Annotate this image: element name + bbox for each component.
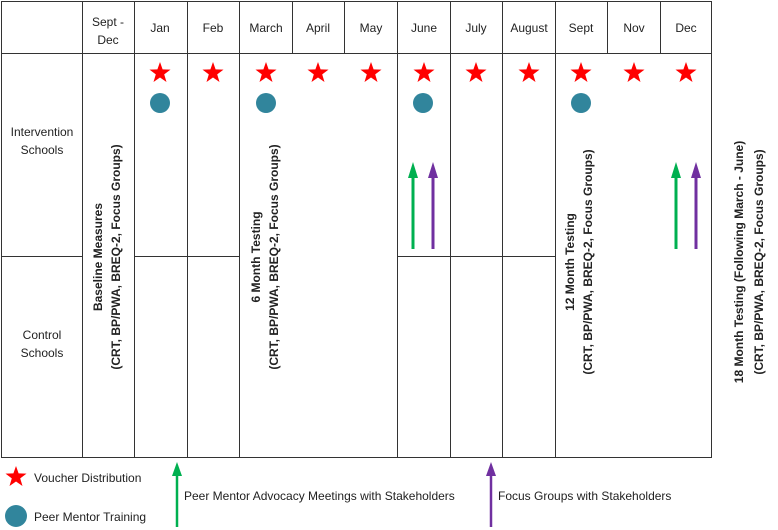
month-may: May bbox=[360, 21, 383, 35]
voucher-stars bbox=[149, 62, 697, 82]
voucher-star-icon-nov bbox=[623, 62, 645, 82]
month-july: July bbox=[465, 21, 486, 35]
six-month-title: 6 Month Testing bbox=[249, 211, 263, 302]
month-august: August bbox=[510, 21, 548, 35]
peer-training-circles bbox=[150, 93, 591, 113]
legend-focus-label: Focus Groups with Stakeholders bbox=[498, 489, 671, 503]
month-dec: Dec bbox=[675, 21, 696, 35]
voucher-star-icon-august bbox=[518, 62, 540, 82]
header-first-col-line2: Dec bbox=[97, 33, 118, 47]
legend: Voucher Distribution Peer Mentor Trainin… bbox=[5, 462, 671, 527]
voucher-star-icon-dec bbox=[675, 62, 697, 82]
legend-star-icon bbox=[5, 466, 27, 486]
month-nov: Nov bbox=[623, 21, 644, 35]
training-circle-icon-june bbox=[413, 93, 433, 113]
voucher-star-icon-jan bbox=[149, 62, 171, 82]
eighteen-month-detail: (CRT, BP/PWA, BREQ-2, Focus Groups) bbox=[752, 149, 766, 374]
voucher-star-icon-feb bbox=[202, 62, 224, 82]
voucher-star-icon-april bbox=[307, 62, 329, 82]
row-intervention-line2: Schools bbox=[21, 143, 64, 157]
legend-green-arrow-icon bbox=[172, 462, 182, 527]
month-jan: Jan bbox=[150, 21, 169, 35]
training-circle-icon-jan bbox=[150, 93, 170, 113]
eighteen-month-testing-label: 18 Month Testing (Following March - June… bbox=[732, 141, 766, 383]
focus-arrow-june bbox=[428, 162, 438, 249]
advocacy-arrow-dec bbox=[671, 162, 681, 249]
row-intervention-line1: Intervention bbox=[11, 125, 74, 139]
legend-training-label: Peer Mentor Training bbox=[34, 510, 146, 524]
twelve-month-testing-label: 12 Month Testing (CRT, BP/PWA, BREQ-2, F… bbox=[563, 149, 595, 374]
twelve-month-title: 12 Month Testing bbox=[563, 213, 577, 311]
legend-purple-arrow-icon bbox=[486, 462, 496, 527]
month-june: June bbox=[411, 21, 437, 35]
twelve-month-detail: (CRT, BP/PWA, BREQ-2, Focus Groups) bbox=[581, 149, 595, 374]
month-feb: Feb bbox=[203, 21, 224, 35]
header-first-col-line1: Sept - bbox=[92, 15, 124, 29]
legend-circle-icon bbox=[5, 505, 27, 527]
training-circle-icon-sept bbox=[571, 93, 591, 113]
month-sept: Sept bbox=[569, 21, 594, 35]
voucher-star-icon-july bbox=[465, 62, 487, 82]
legend-voucher-label: Voucher Distribution bbox=[34, 471, 141, 485]
six-month-detail: (CRT, BP/PWA, BREQ-2, Focus Groups) bbox=[267, 144, 281, 369]
voucher-star-icon-june bbox=[413, 62, 435, 82]
baseline-testing-label: Baseline Measures (CRT, BP/PWA, BREQ-2, … bbox=[91, 144, 123, 369]
eighteen-month-title: 18 Month Testing (Following March - June… bbox=[732, 141, 746, 383]
six-month-testing-label: 6 Month Testing (CRT, BP/PWA, BREQ-2, Fo… bbox=[249, 144, 281, 369]
focus-arrow-dec bbox=[691, 162, 701, 249]
voucher-star-icon-may bbox=[360, 62, 382, 82]
baseline-title: Baseline Measures bbox=[91, 203, 105, 311]
baseline-detail: (CRT, BP/PWA, BREQ-2, Focus Groups) bbox=[109, 144, 123, 369]
advocacy-arrow-june bbox=[408, 162, 418, 249]
voucher-star-icon-march bbox=[255, 62, 277, 82]
month-march: March bbox=[249, 21, 282, 35]
grid bbox=[1, 1, 712, 458]
month-april: April bbox=[306, 21, 330, 35]
voucher-star-icon-sept bbox=[570, 62, 592, 82]
row-control-line2: Schools bbox=[21, 346, 64, 360]
row-control-line1: Control bbox=[23, 328, 62, 342]
training-circle-icon-march bbox=[256, 93, 276, 113]
legend-advocacy-label: Peer Mentor Advocacy Meetings with Stake… bbox=[184, 489, 455, 503]
